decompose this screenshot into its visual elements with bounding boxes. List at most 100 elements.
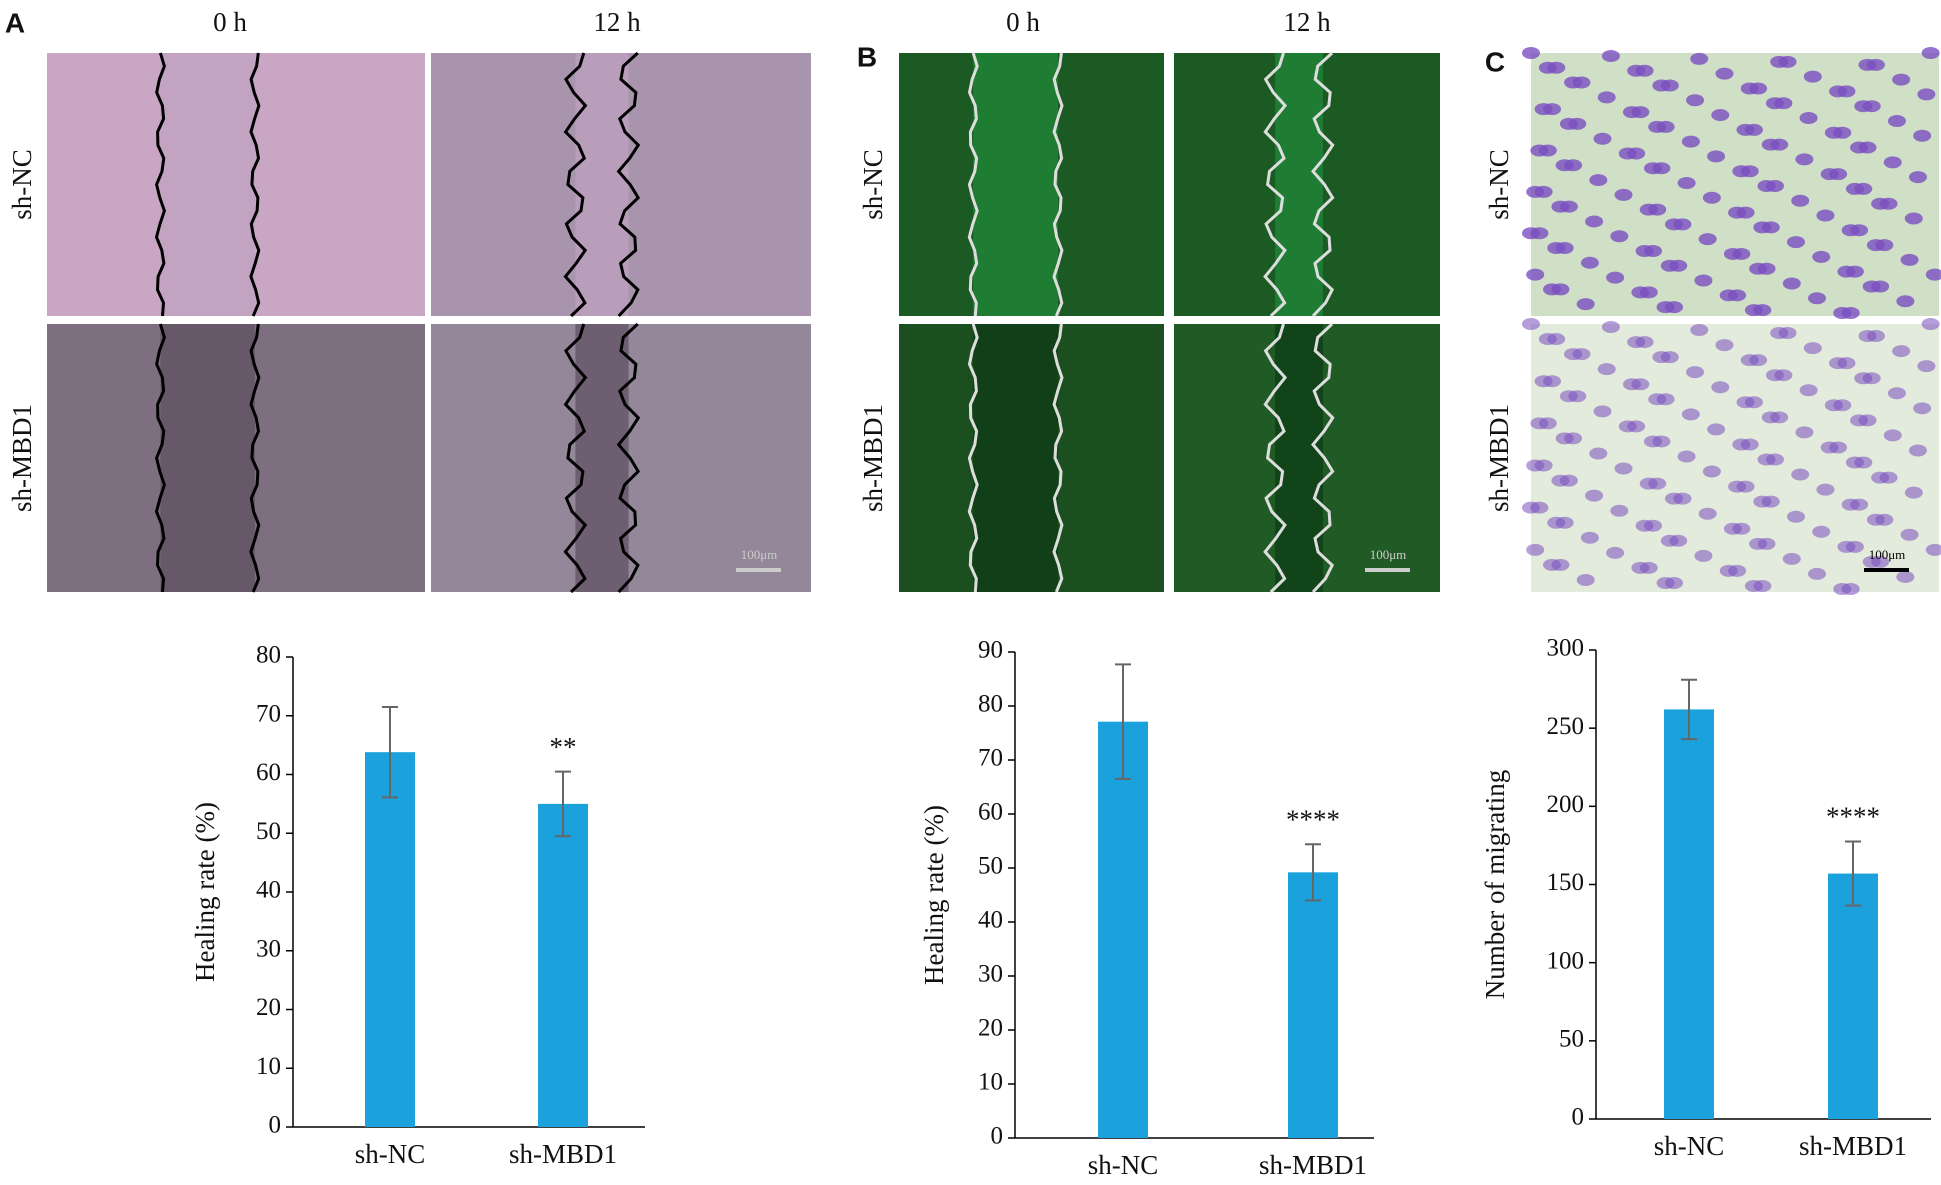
stained-cell (1719, 289, 1738, 302)
stained-cell (1543, 283, 1562, 296)
y-tick-label: 10 (256, 1053, 281, 1080)
stained-cell (1690, 52, 1709, 65)
stained-cell (1694, 274, 1713, 287)
stained-cell (1526, 268, 1545, 281)
stained-cell (1694, 549, 1713, 562)
stained-cell (1622, 106, 1641, 119)
stained-cell (1757, 453, 1776, 466)
y-tick-label: 0 (1572, 1104, 1585, 1131)
stained-cell (1522, 501, 1540, 514)
stained-cell (1892, 345, 1911, 358)
y-tick-label: 300 (1547, 635, 1585, 662)
stained-cell (1711, 381, 1730, 394)
stained-cell (1610, 504, 1629, 517)
stained-cell (1854, 372, 1873, 385)
stained-cell (1576, 298, 1595, 311)
wound-area (575, 53, 629, 316)
panel-letter: A (5, 7, 25, 38)
wound-edge (154, 52, 166, 317)
stained-cell (1559, 390, 1578, 403)
stained-cell (1656, 576, 1675, 589)
column-label: 12 h (1283, 7, 1331, 37)
y-tick-label: 70 (978, 745, 1003, 772)
stained-cell (1606, 271, 1625, 284)
stained-cell (1576, 573, 1595, 586)
stained-cell (1904, 212, 1923, 225)
wound-edge (616, 51, 641, 318)
stained-cell (1522, 227, 1540, 240)
stained-cell (1580, 256, 1599, 269)
x-tick-label: sh-NC (1088, 1150, 1159, 1180)
stained-cell (1736, 123, 1755, 136)
stained-cell (1871, 471, 1890, 484)
x-tick-label: sh-NC (1654, 1131, 1725, 1161)
stained-cell (1543, 558, 1562, 571)
stained-cell (1833, 582, 1852, 595)
stained-cell (1555, 432, 1574, 445)
stained-cell (1707, 150, 1726, 163)
stained-cell (1795, 153, 1814, 166)
panel-letter: B (857, 41, 877, 72)
stained-cell (1723, 522, 1742, 535)
stained-cell (1820, 168, 1839, 181)
stained-cell (1786, 510, 1805, 523)
stained-cell (1829, 85, 1848, 98)
stained-cell (1749, 537, 1768, 550)
error-bar (1845, 840, 1861, 907)
stained-cell (1597, 363, 1616, 376)
stained-cell (1883, 429, 1902, 442)
y-tick-label: 50 (256, 818, 281, 845)
wound-area (1275, 53, 1323, 316)
stained-cell (1866, 513, 1885, 526)
stained-cell (1715, 67, 1734, 80)
stained-cell (1740, 354, 1759, 367)
stained-cell (1530, 144, 1549, 157)
error-bar (1115, 663, 1131, 780)
column-label: 0 h (1006, 7, 1040, 37)
y-tick-label: 60 (978, 799, 1003, 826)
stained-cell (1824, 399, 1843, 412)
stained-cell (1845, 182, 1864, 195)
stained-cell (1690, 324, 1709, 337)
stained-cell (1719, 564, 1738, 577)
stained-cell (1648, 120, 1667, 133)
stained-cell (1917, 360, 1936, 373)
micrograph (1531, 53, 1939, 316)
stained-cell (1627, 336, 1646, 349)
stained-cell (1799, 384, 1818, 397)
y-tick-label: 50 (1559, 1026, 1584, 1053)
stained-cell (1686, 366, 1705, 379)
stained-cell (1551, 474, 1570, 487)
bar (538, 803, 588, 1127)
wound-edge (1311, 322, 1335, 594)
stained-cell (1812, 250, 1831, 263)
x-tick-label: sh-MBD1 (1259, 1150, 1367, 1180)
stained-cell (1845, 456, 1864, 469)
y-tick-label: 30 (978, 961, 1003, 988)
x-tick-label: sh-MBD1 (1799, 1131, 1907, 1161)
stained-cell (1732, 165, 1751, 178)
stained-cell (1917, 88, 1936, 101)
stained-cell (1744, 579, 1763, 592)
y-axis-label: Healing rate (%) (190, 802, 220, 982)
stained-cell (1791, 194, 1810, 207)
stained-cell (1635, 244, 1654, 257)
error-bar (1681, 678, 1697, 741)
significance-label: **** (1286, 804, 1340, 834)
wound-area (973, 53, 1058, 316)
row-label: sh-NC (858, 149, 888, 220)
wound-edge (967, 323, 979, 593)
stained-cell (1808, 567, 1827, 580)
wound-area (1275, 324, 1323, 592)
stained-cell (1765, 369, 1784, 382)
stained-cell (1660, 259, 1679, 272)
stained-cell (1871, 197, 1890, 210)
significance-label: ** (550, 732, 577, 762)
stained-cell (1816, 483, 1835, 496)
stained-cell (1803, 70, 1822, 83)
stained-cell (1896, 570, 1915, 583)
stained-cell (1652, 79, 1671, 92)
significance-label: **** (1826, 802, 1880, 832)
stained-cell (1639, 477, 1658, 490)
stained-cell (1799, 112, 1818, 125)
